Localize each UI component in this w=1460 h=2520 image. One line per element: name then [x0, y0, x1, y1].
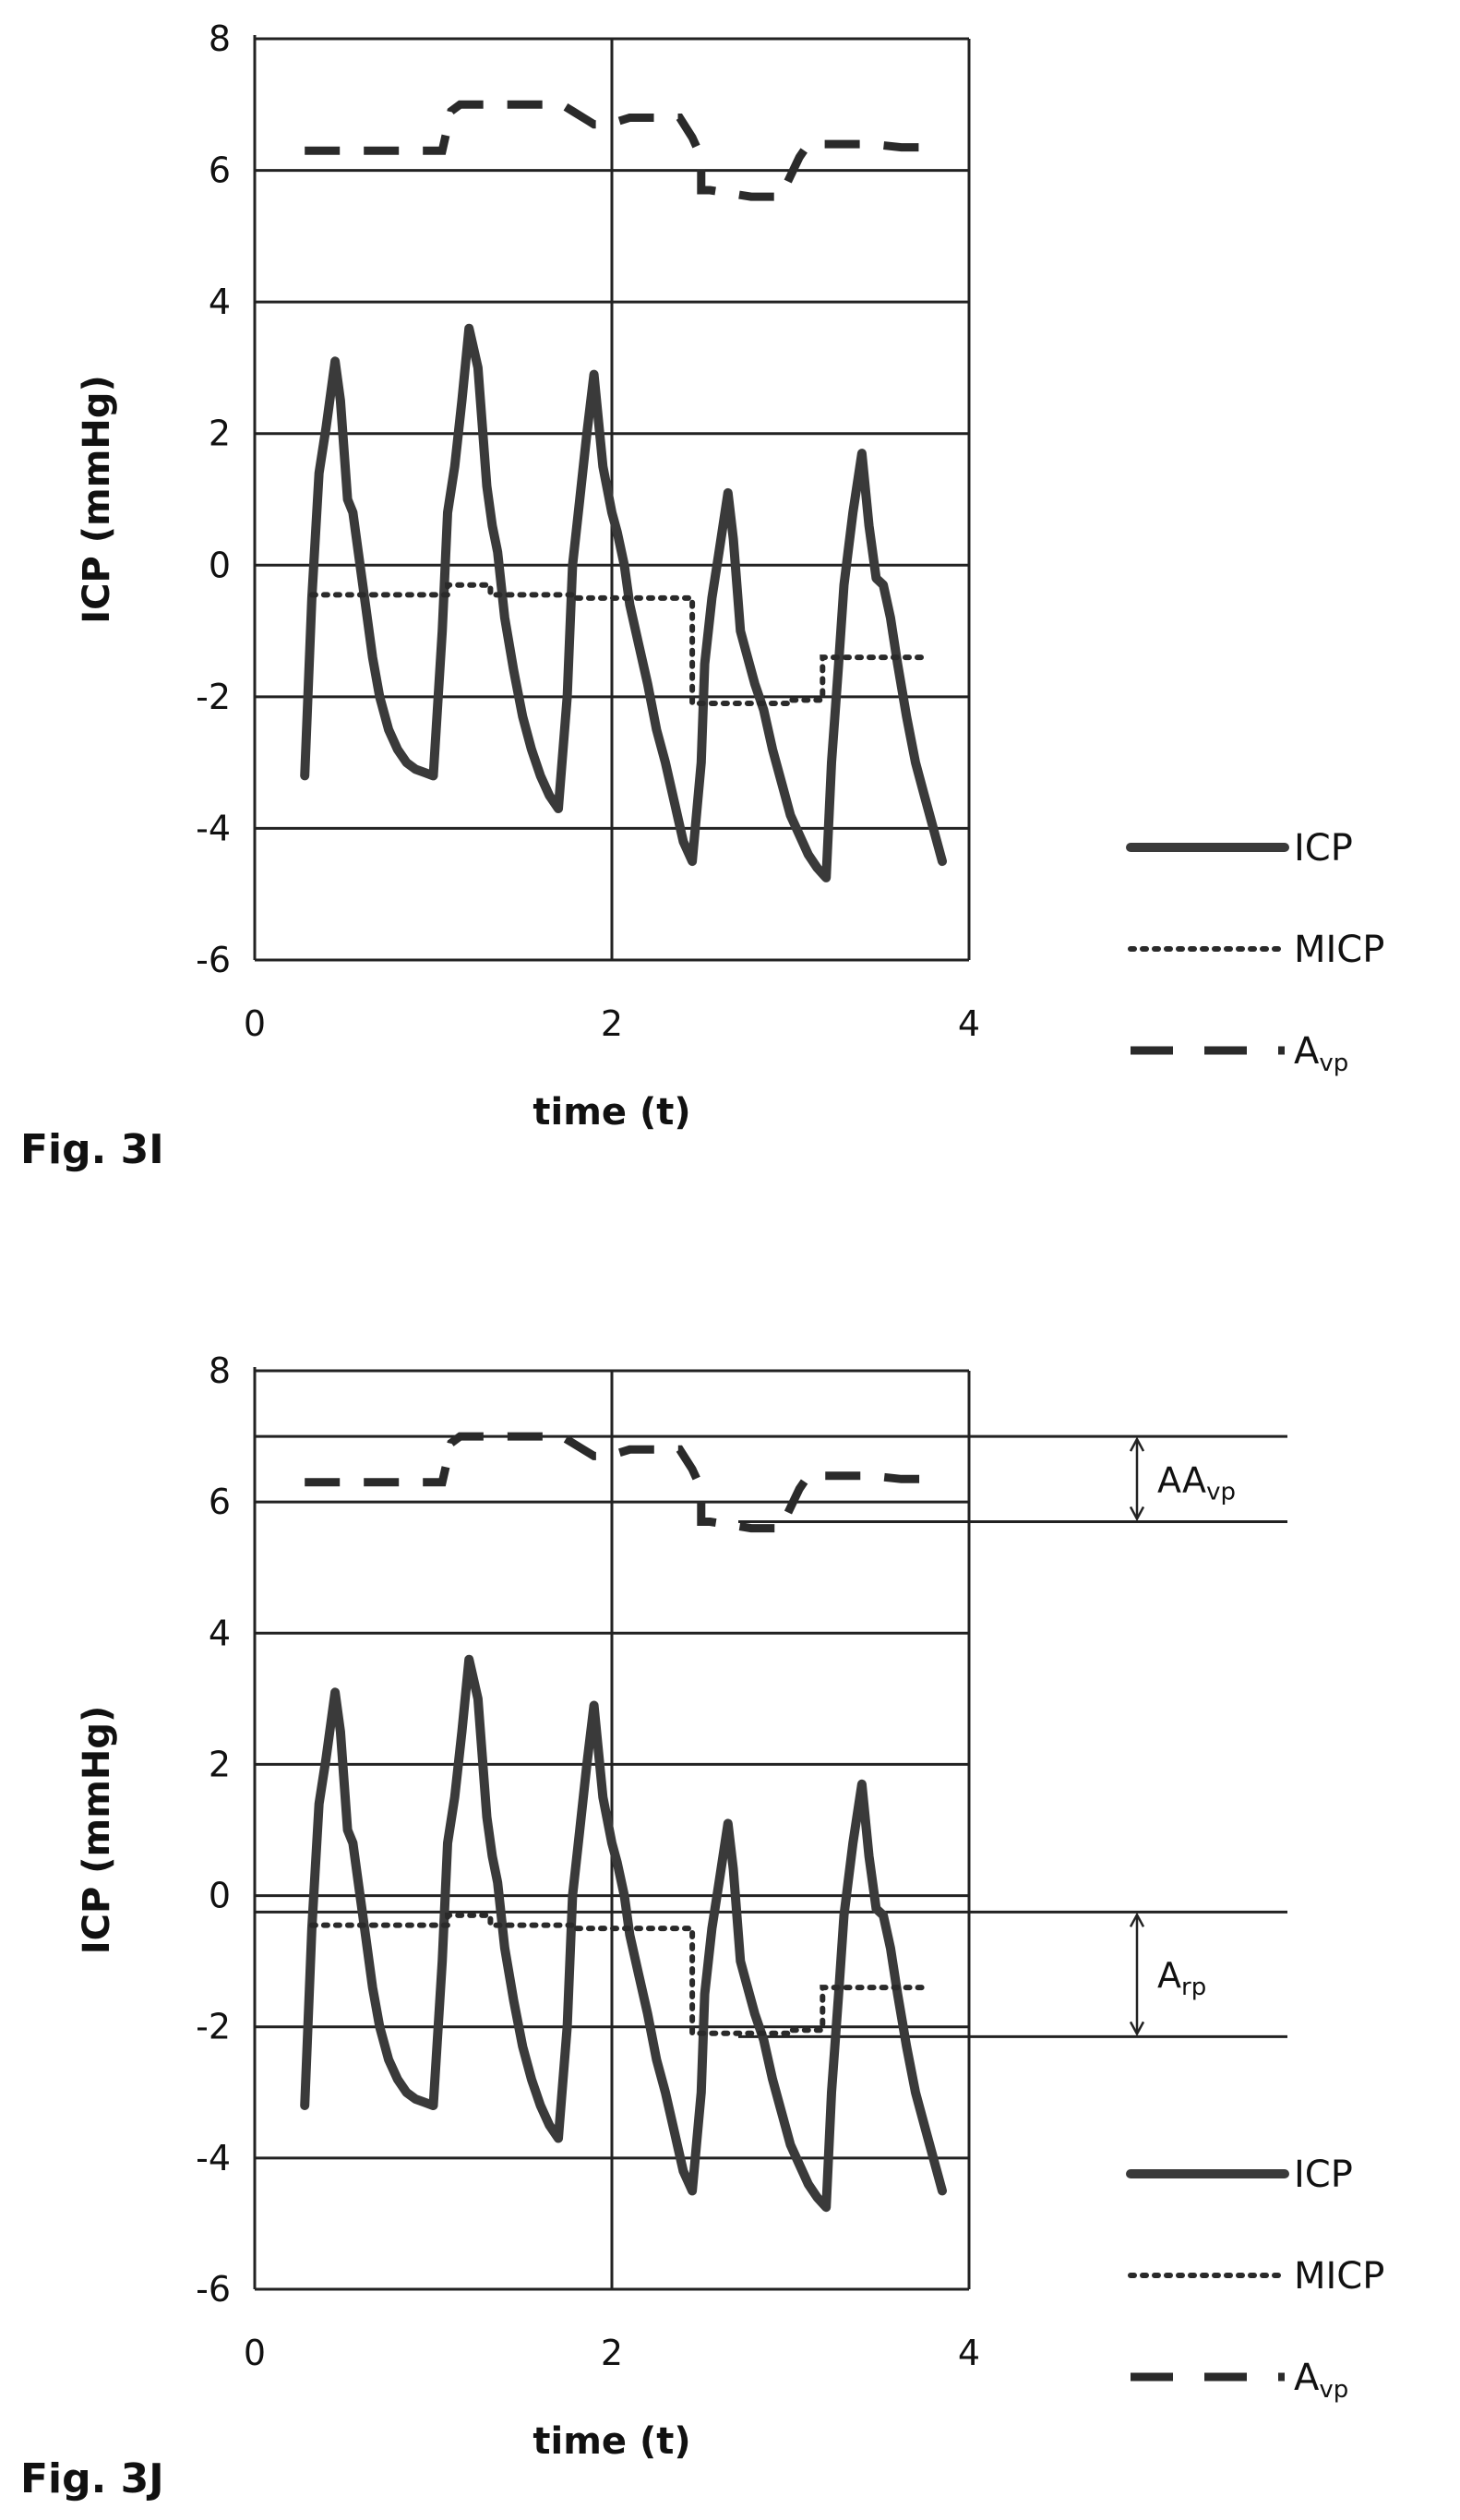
- series-micp-line: [308, 582, 927, 706]
- x-tick-label: 4: [958, 1003, 980, 1044]
- annotation-arrowhead-down: [1129, 1506, 1145, 1522]
- y-axis-title: ICP (mmHg): [76, 1706, 118, 1955]
- series-avp-line: [305, 100, 938, 201]
- legend-label: MICP: [1294, 2255, 1384, 2298]
- y-tick-label: 0: [209, 1876, 231, 1916]
- y-tick-label: 2: [209, 1744, 231, 1784]
- legend-label-main: ICP: [1294, 2154, 1353, 2196]
- legend-label-main: MICP: [1294, 2255, 1384, 2298]
- x-tick-label: 4: [958, 2333, 980, 2373]
- legend-label: ICP: [1294, 2154, 1353, 2196]
- legend-label: Avp: [1294, 2357, 1348, 2404]
- legend-label-sub: vp: [1319, 1050, 1348, 1077]
- annotation-label-main: AA: [1157, 1459, 1206, 1500]
- y-tick-label: 6: [209, 1482, 231, 1522]
- y-tick-label: -4: [196, 808, 231, 848]
- y-tick-label: 4: [209, 1613, 231, 1653]
- annotation-label: AAvp: [1157, 1459, 1236, 1506]
- annotation-arrowhead-down: [1129, 2021, 1145, 2037]
- x-tick-label: 2: [601, 1003, 623, 1044]
- y-tick-label: 4: [209, 282, 231, 322]
- legend-label-main: A: [1294, 2357, 1320, 2399]
- legend-label-main: MICP: [1294, 929, 1384, 971]
- figure-label: Fig. 3I: [20, 1126, 164, 1173]
- annotation-arrowhead-up: [1129, 1912, 1145, 1927]
- series-icp-line: [300, 323, 947, 882]
- y-tick-label: -6: [196, 940, 231, 980]
- annotation-label-sub: vp: [1206, 1478, 1236, 1506]
- x-tick-label: 0: [244, 1003, 266, 1044]
- y-tick-label: 6: [209, 150, 231, 191]
- y-tick-label: -2: [196, 677, 231, 717]
- legend-label-main: A: [1294, 1030, 1320, 1073]
- chart-fig-3i: -6 -4 -2 0 2 4 6 8 0 2 4 time (t) ICP (mmHg) Fig. 3I I…: [20, 18, 1384, 1173]
- x-axis-title: time (t): [533, 1091, 690, 1134]
- x-axis-title: time (t): [533, 2420, 690, 2463]
- annotation-label-main: A: [1157, 1955, 1181, 1996]
- chart-fig-3j: -6 -4 -2 0 2 4 6 8 0 2 4 time (t) ICP (mmHg) Fig. 3J A…: [20, 1350, 1384, 2502]
- y-tick-label: 0: [209, 545, 231, 585]
- annotation-label: Arp: [1157, 1955, 1206, 2001]
- annotation-arrowhead-up: [1129, 1436, 1145, 1452]
- legend-label: ICP: [1294, 827, 1353, 870]
- legend-label-sub: vp: [1319, 2376, 1348, 2404]
- legend-label-main: ICP: [1294, 827, 1353, 870]
- y-axis-title: ICP (mmHg): [76, 375, 118, 624]
- series-micp-line: [308, 1912, 927, 2036]
- series-icp-line: [300, 1654, 947, 2213]
- y-tick-label: 8: [209, 1350, 231, 1391]
- y-tick-label: -6: [196, 2269, 231, 2310]
- y-tick-label: -2: [196, 2007, 231, 2047]
- y-tick-label: 8: [209, 18, 231, 59]
- y-tick-label: -4: [196, 2138, 231, 2178]
- y-tick-label: 2: [209, 414, 231, 454]
- legend-label: Avp: [1294, 1030, 1348, 1077]
- series-avp-line: [305, 1432, 938, 1533]
- x-tick-label: 0: [244, 2333, 266, 2373]
- figure-label: Fig. 3J: [20, 2455, 164, 2502]
- legend-label: MICP: [1294, 929, 1384, 971]
- annotation-label-sub: rp: [1181, 1974, 1206, 2001]
- x-tick-label: 2: [601, 2333, 623, 2373]
